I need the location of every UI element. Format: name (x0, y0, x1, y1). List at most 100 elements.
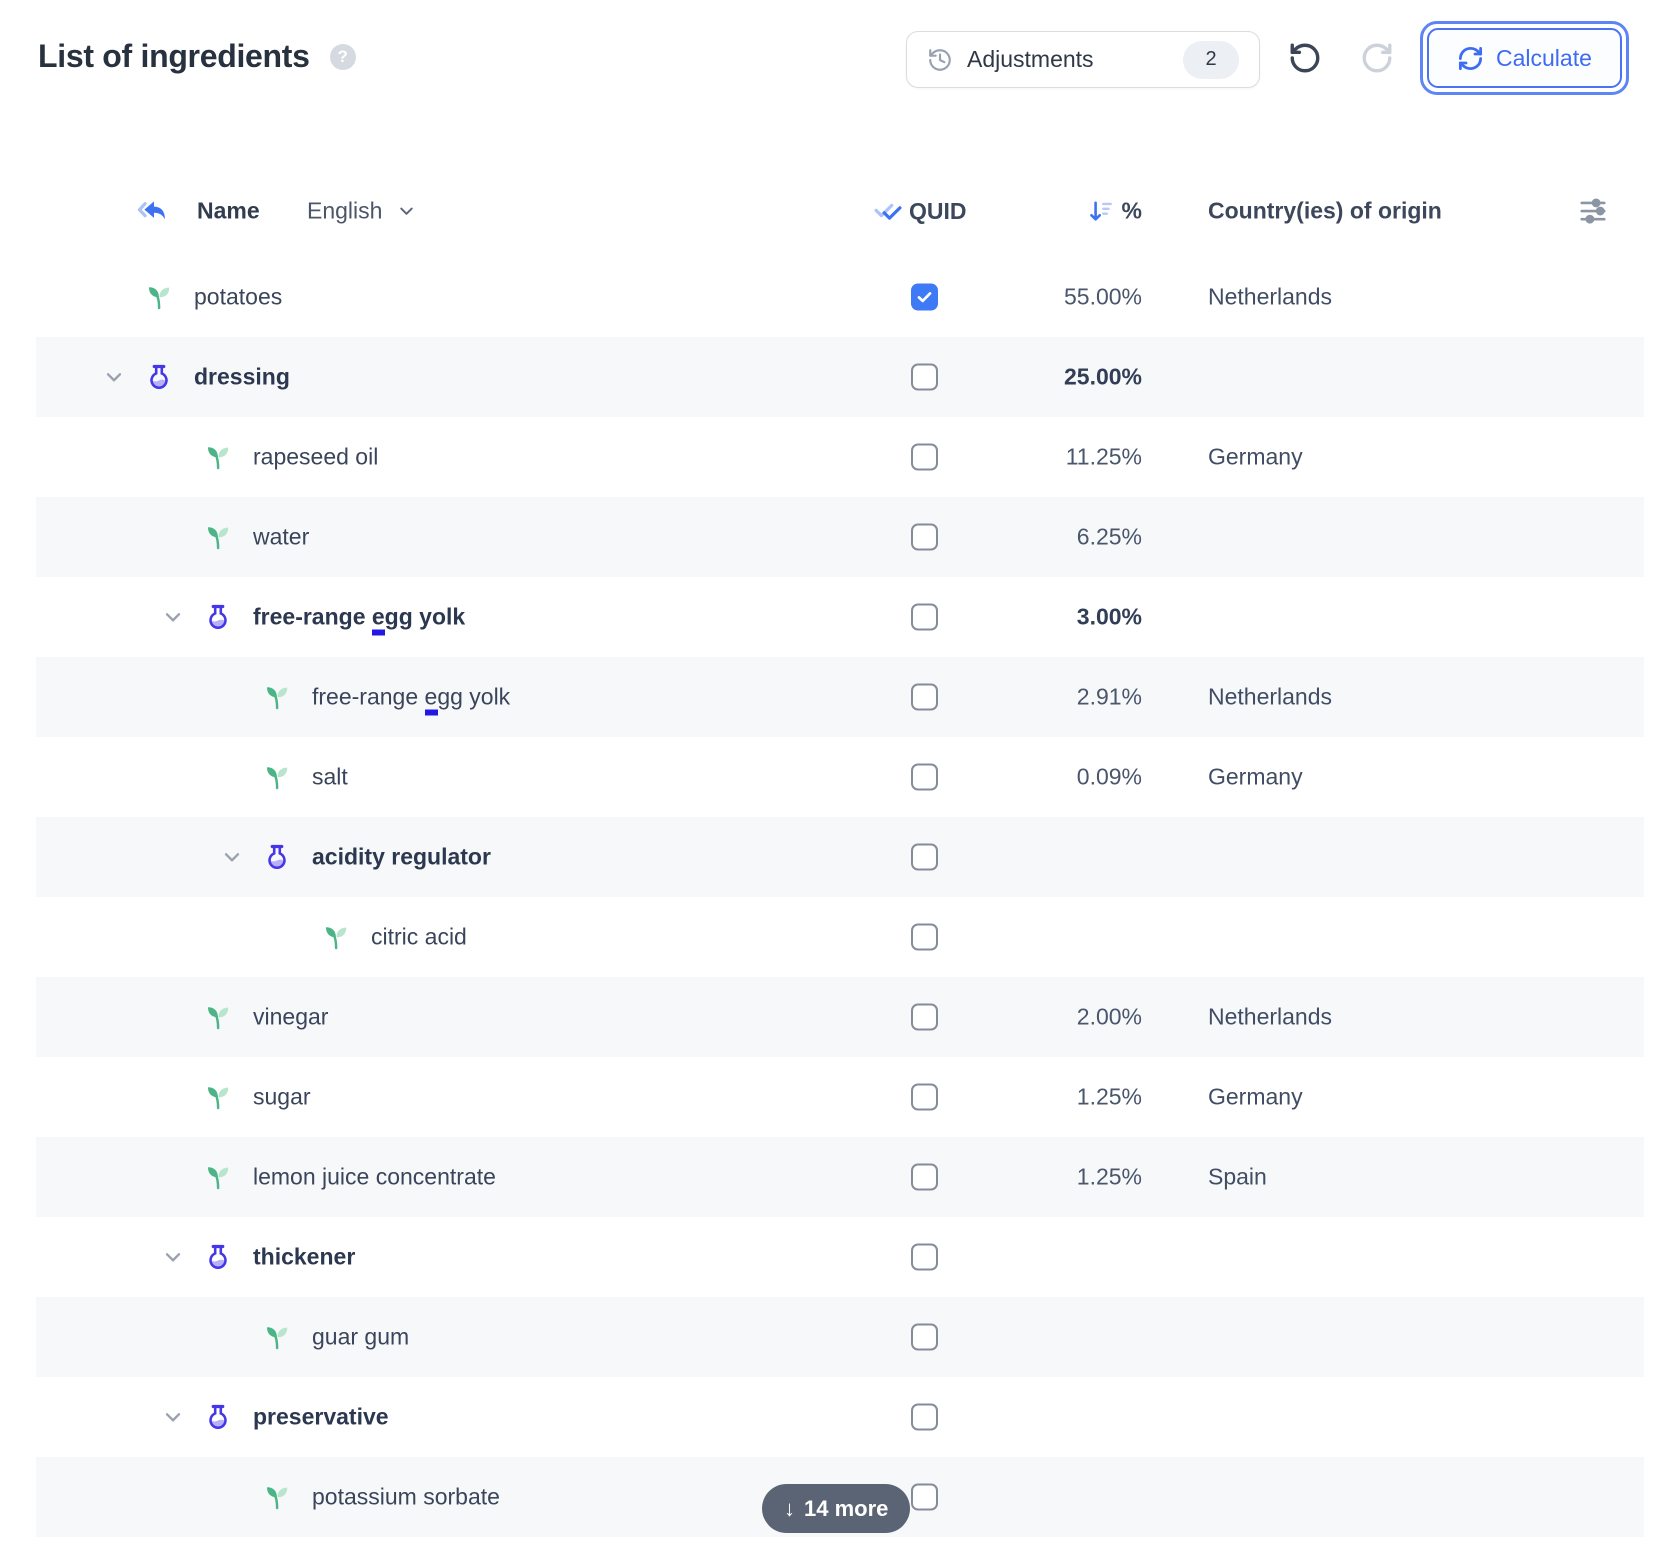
adjustments-button[interactable]: Adjustments 2 (906, 31, 1260, 88)
redo-button[interactable] (1360, 40, 1396, 76)
table-row: acidity regulator (36, 817, 1644, 897)
quid-checkbox[interactable] (911, 763, 938, 791)
origin-value: Germany (1208, 443, 1303, 470)
column-settings-icon[interactable] (1578, 196, 1608, 226)
ingredient-name[interactable]: water (253, 523, 310, 550)
revert-translation-icon[interactable] (136, 195, 168, 227)
ingredient-name[interactable]: salt (312, 763, 348, 790)
history-icon (927, 47, 953, 73)
quid-checkbox[interactable] (911, 683, 938, 711)
quid-checkbox[interactable] (911, 843, 938, 871)
table-row: lemon juice concentrate 1.25% Spain (36, 1137, 1644, 1217)
compound-flask-icon (145, 363, 173, 391)
ingredient-leaf-icon (263, 1483, 291, 1511)
origin-value: Germany (1208, 1083, 1303, 1110)
ingredients-table-body: potatoes 55.00% Netherlands dressing 25.00% r… (36, 257, 1644, 1537)
quid-checkbox[interactable] (911, 1163, 938, 1191)
ingredient-name[interactable]: lemon juice concentrate (253, 1163, 496, 1190)
ingredient-leaf-icon (204, 523, 232, 551)
undo-button[interactable] (1288, 40, 1324, 76)
quid-checkbox[interactable] (911, 1083, 938, 1111)
column-header-percent[interactable]: % (1088, 198, 1142, 225)
ingredient-name[interactable]: dressing (194, 363, 290, 390)
table-row: free-range egg yolk 3.00% (36, 577, 1644, 657)
quid-checkbox[interactable] (911, 1003, 938, 1031)
ingredient-name[interactable]: free-range egg yolk (312, 683, 511, 710)
chevron-down-icon[interactable] (160, 604, 186, 630)
ingredient-leaf-icon (322, 923, 350, 951)
table-header: Name English QUID % (36, 165, 1644, 258)
column-header-quid[interactable]: QUID (873, 196, 967, 226)
percent-header-label: % (1121, 197, 1142, 224)
ingredient-leaf-icon (204, 1083, 232, 1111)
adjustments-label: Adjustments (967, 46, 1094, 72)
ingredient-name[interactable]: citric acid (371, 923, 467, 950)
table-row: rapeseed oil 11.25% Germany (36, 417, 1644, 497)
quid-checkbox[interactable] (911, 1483, 938, 1511)
quid-checkbox[interactable] (911, 1323, 938, 1351)
quid-checkbox[interactable] (911, 283, 938, 311)
percent-value: 1.25% (1076, 1083, 1142, 1110)
adjustments-count-badge: 2 (1183, 40, 1239, 79)
chevron-down-icon[interactable] (160, 1404, 186, 1430)
compound-flask-icon (204, 1243, 232, 1271)
ingredient-name[interactable]: sugar (253, 1083, 311, 1110)
quid-checkbox[interactable] (911, 523, 938, 551)
quid-checkbox[interactable] (911, 443, 938, 471)
page-title: List of ingredients (38, 38, 310, 74)
percent-value: 2.91% (1076, 683, 1142, 710)
more-rows-button[interactable]: ↓ 14 more (762, 1484, 911, 1533)
origin-value: Spain (1208, 1163, 1267, 1190)
table-row: sugar 1.25% Germany (36, 1057, 1644, 1137)
language-label: English (307, 197, 383, 224)
chevron-down-icon[interactable] (219, 844, 245, 870)
ingredient-leaf-icon (145, 283, 173, 311)
ingredient-name[interactable]: thickener (253, 1243, 356, 1270)
percent-value: 11.25% (1065, 443, 1142, 470)
ingredient-name[interactable]: free-range egg yolk (253, 603, 466, 630)
percent-value: 6.25% (1076, 523, 1142, 550)
origin-value: Netherlands (1208, 1003, 1333, 1030)
table-row: preservative (36, 1377, 1644, 1457)
table-row: salt 0.09% Germany (36, 737, 1644, 817)
calculate-label: Calculate (1496, 44, 1592, 71)
percent-value: 2.00% (1076, 1003, 1142, 1030)
table-row: guar gum (36, 1297, 1644, 1377)
quid-checkbox[interactable] (911, 603, 938, 631)
chevron-down-icon[interactable] (160, 1244, 186, 1270)
ingredient-name[interactable]: vinegar (253, 1003, 329, 1030)
compound-flask-icon (204, 603, 232, 631)
origin-value: Germany (1208, 763, 1303, 790)
table-row: dressing 25.00% (36, 337, 1644, 417)
chevron-down-icon[interactable] (101, 364, 127, 390)
allergen-mark: e (371, 603, 385, 630)
ingredient-name[interactable]: acidity regulator (312, 843, 491, 870)
ingredient-leaf-icon (204, 1003, 232, 1031)
quid-checkbox[interactable] (911, 1403, 938, 1431)
ingredient-name[interactable]: preservative (253, 1403, 389, 1430)
ingredient-name[interactable]: potatoes (194, 283, 283, 310)
ingredient-name[interactable]: rapeseed oil (253, 443, 379, 470)
column-header-origin: Country(ies) of origin (1208, 197, 1442, 224)
table-row: water 6.25% (36, 497, 1644, 577)
quid-checkbox[interactable] (911, 363, 938, 391)
column-header-name[interactable]: Name (197, 197, 260, 224)
ingredient-name[interactable]: guar gum (312, 1323, 410, 1350)
ingredient-leaf-icon (204, 443, 232, 471)
help-icon[interactable]: ? (329, 43, 356, 70)
quid-checkbox[interactable] (911, 923, 938, 951)
quid-checkbox[interactable] (911, 1243, 938, 1271)
table-row: thickener (36, 1217, 1644, 1297)
quid-header-label: QUID (909, 197, 967, 224)
table-row: citric acid (36, 897, 1644, 977)
chevron-down-icon (396, 201, 417, 222)
ingredient-name[interactable]: potassium sorbate (312, 1483, 500, 1510)
arrow-down-icon: ↓ (784, 1495, 795, 1521)
double-check-icon (873, 196, 903, 226)
percent-value: 1.25% (1076, 1163, 1142, 1190)
language-selector[interactable]: English (307, 198, 417, 225)
calculate-focus-ring: Calculate (1420, 21, 1629, 95)
calculate-button[interactable]: Calculate (1427, 28, 1622, 88)
table-row: vinegar 2.00% Netherlands (36, 977, 1644, 1057)
